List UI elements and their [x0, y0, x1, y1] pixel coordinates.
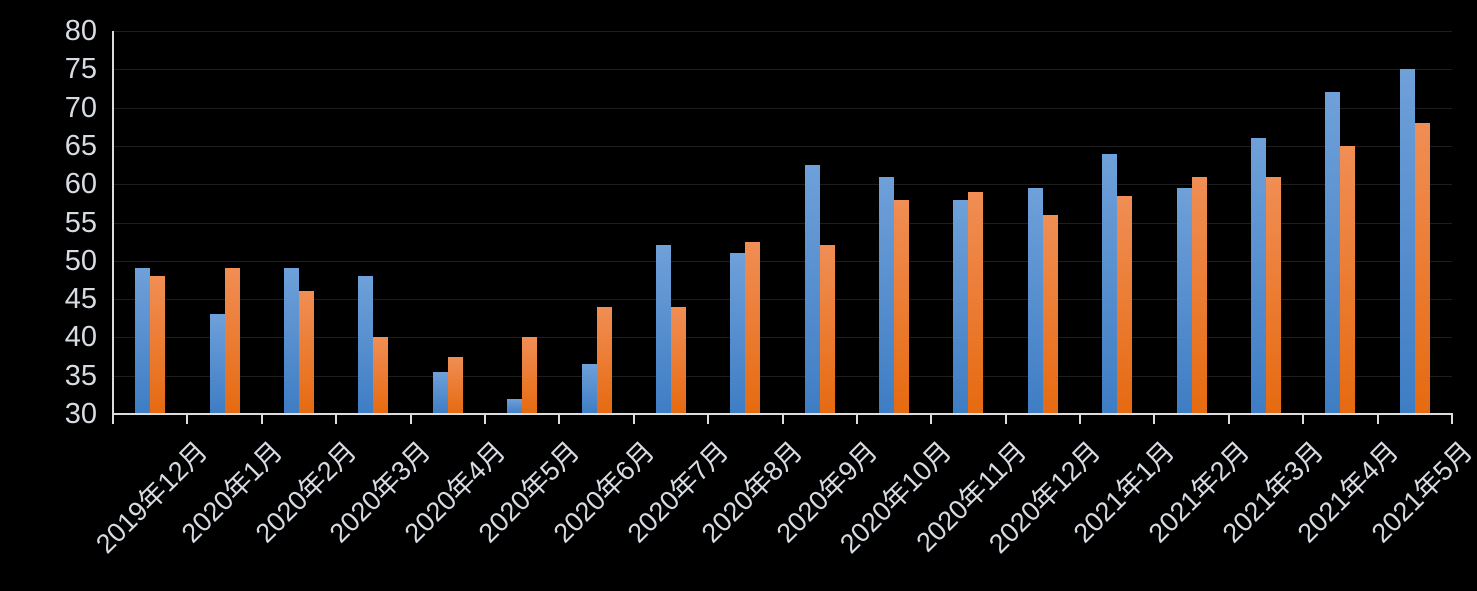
bar-blue-series: [804, 165, 820, 414]
bar-orange-series: [298, 291, 314, 414]
bar-orange-series: [1340, 145, 1356, 414]
bar-blue-series: [283, 268, 299, 414]
x-tick: [409, 415, 412, 424]
x-tick: [1376, 415, 1379, 424]
bar-blue-series: [581, 364, 597, 414]
x-tick: [707, 415, 710, 424]
x-tick: [483, 415, 486, 424]
bar-orange-series: [150, 276, 166, 414]
bar-blue-series: [1176, 188, 1192, 414]
x-tick: [1302, 415, 1305, 424]
x-tick: [930, 415, 933, 424]
bar-blue-series: [135, 268, 151, 414]
x-tick: [1227, 415, 1230, 424]
bar-blue-series: [358, 276, 374, 414]
bar-orange-series: [373, 337, 389, 414]
gridline: [113, 260, 1452, 262]
bar-orange-series: [670, 306, 686, 414]
x-tick: [855, 415, 858, 424]
bar-group: [1154, 31, 1228, 414]
bar-blue-series: [1399, 69, 1415, 414]
x-tick: [335, 415, 338, 424]
x-tick: [186, 415, 189, 424]
bar-group: [262, 31, 336, 414]
y-tick-label: 65: [64, 129, 97, 162]
x-tick: [1451, 415, 1453, 424]
gridline: [113, 337, 1452, 339]
bar-group: [857, 31, 931, 414]
bar-orange-series: [1042, 214, 1058, 414]
bar-orange-series: [522, 337, 538, 414]
x-tick: [632, 415, 635, 424]
gridline: [113, 31, 1452, 32]
bar-group: [1229, 31, 1303, 414]
bar-blue-series: [879, 176, 895, 414]
plot-area: [113, 31, 1452, 414]
bar-group: [1378, 31, 1452, 414]
x-tick: [1079, 415, 1082, 424]
x-tick: [260, 415, 263, 424]
bar-orange-series: [819, 245, 835, 414]
bar-blue-series: [655, 245, 671, 414]
bar-blue-series: [1251, 138, 1267, 414]
bar-group: [187, 31, 261, 414]
bar-groups: [113, 31, 1452, 414]
bar-orange-series: [1191, 176, 1207, 414]
gridline: [113, 184, 1452, 186]
gridline: [113, 69, 1452, 71]
gridline: [113, 107, 1452, 109]
x-axis-line: [112, 413, 1453, 415]
bar-orange-series: [224, 268, 240, 414]
gridline: [113, 299, 1452, 301]
bar-orange-series: [968, 191, 984, 414]
bar-group: [336, 31, 410, 414]
x-tick: [1004, 415, 1007, 424]
gridline: [113, 222, 1452, 224]
x-tick: [112, 415, 114, 424]
bar-orange-series: [447, 356, 463, 414]
bar-orange-series: [1117, 195, 1133, 414]
bar-group: [783, 31, 857, 414]
x-tick: [558, 415, 561, 424]
bar-group: [1006, 31, 1080, 414]
gridline: [113, 145, 1452, 147]
bar-group: [634, 31, 708, 414]
bar-orange-series: [596, 306, 612, 414]
bar-blue-series: [507, 398, 523, 414]
y-tick-label: 35: [64, 359, 97, 392]
y-tick-label: 80: [64, 15, 97, 47]
bar-orange-series: [745, 241, 761, 414]
bar-blue-series: [1027, 188, 1043, 414]
x-tick: [1153, 415, 1156, 424]
bar-group: [708, 31, 782, 414]
y-tick-label: 55: [64, 206, 97, 239]
bar-blue-series: [1325, 92, 1341, 414]
y-tick-label: 75: [64, 53, 97, 86]
bar-group: [559, 31, 633, 414]
y-tick-label: 40: [64, 321, 97, 354]
bar-blue-series: [432, 371, 448, 414]
bar-blue-series: [209, 314, 225, 414]
bar-orange-series: [1414, 122, 1430, 414]
y-tick-label: 60: [64, 168, 97, 201]
y-tick-label: 30: [64, 398, 97, 430]
bar-group: [931, 31, 1005, 414]
bar-orange-series: [1266, 176, 1282, 414]
bar-orange-series: [894, 199, 910, 414]
bar-group: [411, 31, 485, 414]
bar-group: [485, 31, 559, 414]
bar-group: [1080, 31, 1154, 414]
bar-blue-series: [953, 199, 969, 414]
bar-group: [1303, 31, 1377, 414]
y-axis-line: [112, 31, 114, 415]
bar-blue-series: [730, 253, 746, 414]
bar-group: [113, 31, 187, 414]
x-tick: [781, 415, 784, 424]
gridline: [113, 375, 1452, 377]
y-tick-label: 50: [64, 244, 97, 277]
bar-blue-series: [1102, 153, 1118, 414]
y-tick-label: 70: [64, 91, 97, 124]
y-tick-label: 45: [64, 283, 97, 316]
